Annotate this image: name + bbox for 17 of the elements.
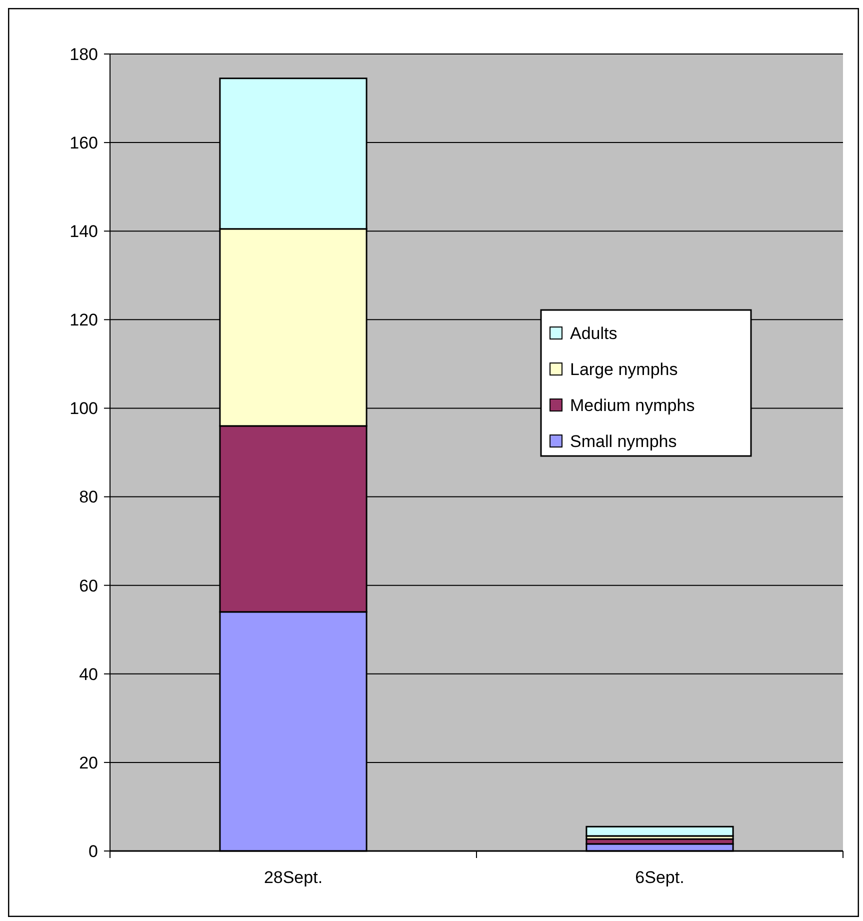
y-tick-label: 80 — [79, 488, 98, 507]
y-tick-label: 180 — [70, 44, 98, 64]
y-tick-label: 0 — [88, 842, 98, 861]
x-tick-label: 28Sept. — [264, 868, 323, 887]
bar — [586, 826, 734, 837]
x-tick-label: 6Sept. — [635, 868, 684, 887]
legend-label: Medium nymphs — [570, 396, 695, 415]
legend-label: Large nymphs — [570, 360, 678, 379]
y-tick-label: 160 — [70, 134, 98, 153]
y-tick-label: 140 — [70, 222, 98, 242]
y-tick-label: 20 — [79, 753, 98, 772]
y-tick-label: 40 — [79, 664, 98, 684]
y-tick-label: 120 — [70, 310, 98, 330]
legend-label: Adults — [570, 324, 618, 343]
y-tick-label: 100 — [70, 399, 98, 418]
legend-label: Small nymphs — [570, 432, 677, 451]
y-tick-label: 60 — [79, 576, 98, 596]
